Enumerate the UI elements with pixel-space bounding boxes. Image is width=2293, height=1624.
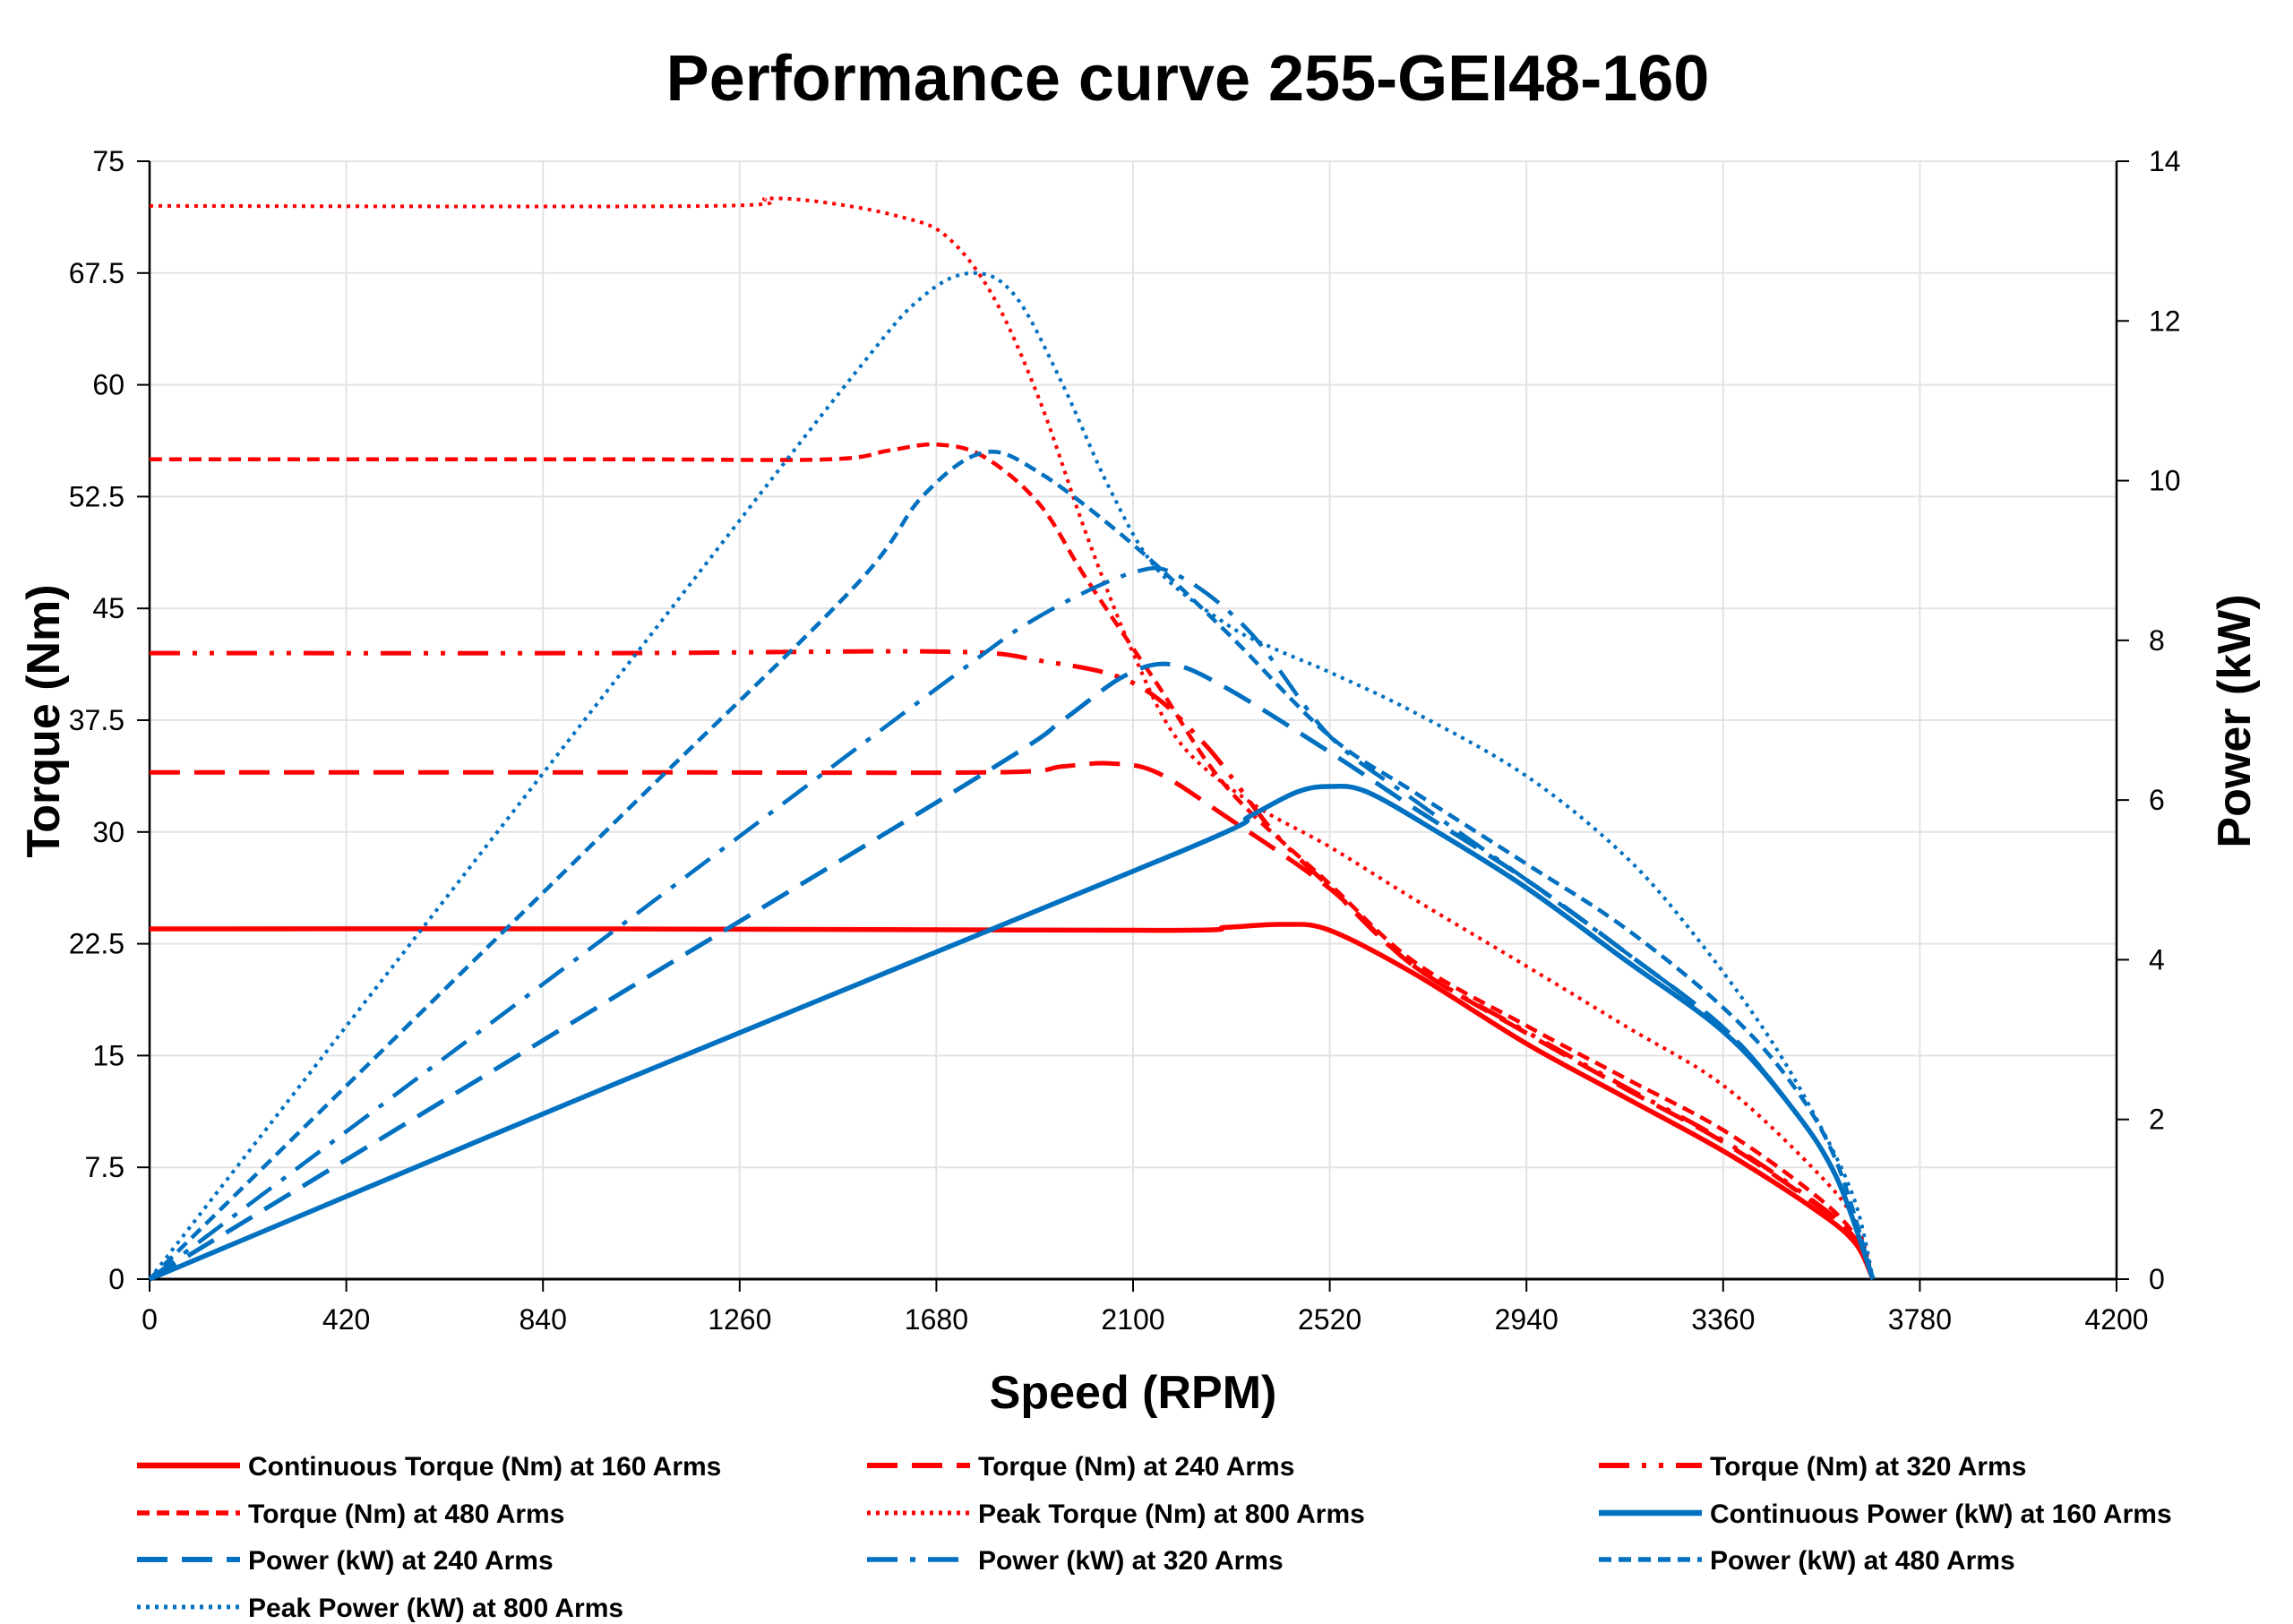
y-tick-label: 60: [92, 369, 125, 401]
y-tick-label: 75: [92, 145, 125, 177]
x-tick-label: 4200: [2084, 1303, 2148, 1336]
x-tick-label: 420: [322, 1303, 370, 1336]
x-tick-label: 2100: [1101, 1303, 1164, 1336]
legend-label: Torque (Nm) at 240 Arms: [978, 1452, 1294, 1482]
y-tick-label: 52.5: [69, 480, 125, 512]
legend-label: Continuous Power (kW) at 160 Arms: [1710, 1499, 2172, 1529]
x-tick-label: 3780: [1888, 1303, 1952, 1336]
y2-tick-label: 14: [2149, 145, 2181, 177]
chart-title: Performance curve 255-GEI48-160: [666, 43, 1710, 115]
y2-tick-label: 4: [2149, 943, 2165, 975]
legend-label: Power (kW) at 320 Arms: [978, 1546, 1284, 1576]
x-tick-label: 840: [520, 1303, 567, 1336]
y-tick-label: 7.5: [85, 1151, 125, 1183]
y-tick-label: 67.5: [69, 257, 125, 289]
y2-tick-label: 6: [2149, 784, 2165, 816]
x-tick-label: 2940: [1495, 1303, 1559, 1336]
y2-tick-label: 2: [2149, 1104, 2165, 1136]
y-axis-label: Torque (Nm): [18, 584, 70, 857]
series-line-torque-nm-at-320-arms: [149, 649, 1876, 1281]
x-tick-label: 0: [142, 1303, 158, 1336]
axes: 0 420 840 1260 1680 2100 2520 2940 3360 3780 42000…: [69, 145, 2181, 1336]
gridlines: [149, 160, 2117, 1280]
y2-tick-label: 8: [2149, 624, 2165, 657]
series-line-power-kw-at-480-arms: [148, 450, 1876, 1281]
series-line-torque-nm-at-480-arms: [149, 442, 1876, 1280]
y-tick-label: 30: [92, 816, 125, 848]
y2-tick-label: 10: [2149, 465, 2181, 497]
x-tick-label: 3360: [1691, 1303, 1755, 1336]
y-tick-label: 22.5: [69, 928, 125, 960]
x-tick-label: 1260: [708, 1303, 771, 1336]
series-lines: [148, 196, 1876, 1282]
legend-label: Power (kW) at 480 Arms: [1710, 1546, 2015, 1576]
y2-tick-label: 12: [2149, 305, 2181, 337]
legend: Continuous Torque (Nm) at 160 Arms Torque…: [137, 1452, 2172, 1623]
y-tick-label: 37.5: [69, 704, 125, 736]
y-tick-label: 45: [92, 592, 125, 624]
y-tick-label: 0: [108, 1263, 125, 1295]
legend-label: Power (kW) at 240 Arms: [248, 1546, 554, 1576]
series-line-peak-power-kw-at-800-arms: [148, 271, 1876, 1281]
legend-label: Peak Power (kW) at 800 Arms: [248, 1594, 623, 1623]
series-line-torque-nm-at-240-arms: [150, 760, 1876, 1281]
legend-label: Torque (Nm) at 480 Arms: [248, 1499, 564, 1529]
y2-axis-label: Power (kW): [2209, 594, 2261, 847]
series-line-power-kw-at-240-arms: [148, 661, 1876, 1282]
x-tick-label: 1680: [905, 1303, 968, 1336]
series-line-continuous-power-kw-at-160-arms: [148, 783, 1876, 1282]
legend-label: Peak Torque (Nm) at 800 Arms: [978, 1499, 1365, 1529]
x-axis-label: Speed (RPM): [990, 1367, 1277, 1419]
legend-label: Continuous Torque (Nm) at 160 Arms: [248, 1452, 721, 1482]
y-tick-label: 15: [92, 1039, 125, 1071]
legend-label: Torque (Nm) at 320 Arms: [1710, 1452, 2026, 1482]
x-tick-label: 2520: [1298, 1303, 1361, 1336]
series-line-continuous-torque-nm-at-160-arms: [149, 922, 1876, 1281]
series-line-peak-torque-nm-at-800-arms: [149, 196, 1876, 1280]
y2-tick-label: 0: [2149, 1263, 2165, 1295]
